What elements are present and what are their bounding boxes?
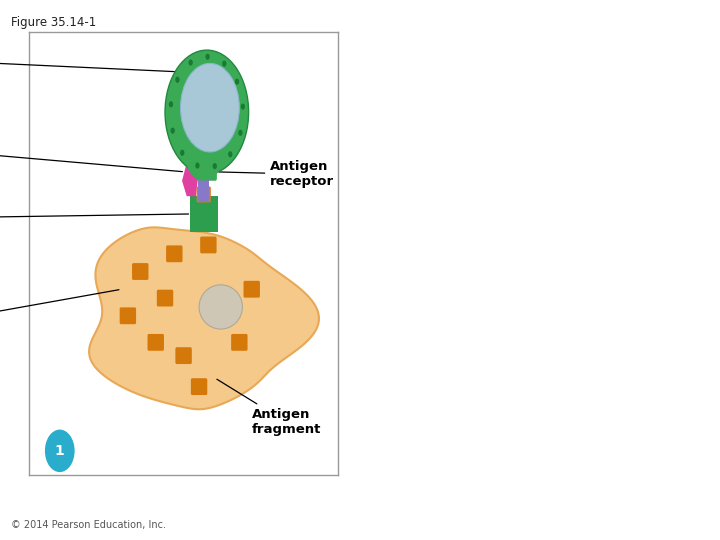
Polygon shape bbox=[89, 227, 319, 409]
Text: Infected
cell: Infected cell bbox=[0, 290, 119, 343]
Circle shape bbox=[171, 127, 175, 134]
Text: Figure 35.14-1: Figure 35.14-1 bbox=[11, 16, 96, 29]
Circle shape bbox=[180, 150, 184, 156]
FancyBboxPatch shape bbox=[157, 289, 174, 307]
Circle shape bbox=[168, 101, 173, 107]
Ellipse shape bbox=[181, 63, 239, 152]
Text: 1: 1 bbox=[55, 444, 65, 458]
Ellipse shape bbox=[165, 50, 248, 174]
FancyBboxPatch shape bbox=[191, 378, 207, 395]
FancyBboxPatch shape bbox=[198, 177, 209, 202]
FancyBboxPatch shape bbox=[200, 237, 217, 253]
Text: Accessory
protein: Accessory protein bbox=[0, 133, 182, 172]
FancyBboxPatch shape bbox=[190, 196, 217, 232]
Circle shape bbox=[228, 151, 233, 157]
Text: Cytotoxic
T cell: Cytotoxic T cell bbox=[0, 45, 186, 73]
Text: Antigen
fragment: Antigen fragment bbox=[217, 379, 321, 436]
Text: Class I
MHC
molecule: Class I MHC molecule bbox=[0, 197, 189, 240]
Circle shape bbox=[205, 53, 210, 60]
FancyBboxPatch shape bbox=[132, 263, 148, 280]
Circle shape bbox=[195, 163, 199, 168]
Circle shape bbox=[222, 60, 227, 67]
Circle shape bbox=[238, 130, 243, 136]
FancyBboxPatch shape bbox=[176, 347, 192, 364]
FancyBboxPatch shape bbox=[166, 245, 182, 262]
Circle shape bbox=[212, 163, 217, 169]
FancyBboxPatch shape bbox=[243, 281, 260, 298]
Text: Antigen
receptor: Antigen receptor bbox=[219, 160, 334, 188]
Circle shape bbox=[240, 104, 245, 110]
Text: © 2014 Pearson Education, Inc.: © 2014 Pearson Education, Inc. bbox=[11, 520, 166, 530]
Circle shape bbox=[45, 430, 75, 472]
FancyBboxPatch shape bbox=[231, 334, 248, 351]
Circle shape bbox=[189, 59, 193, 66]
Polygon shape bbox=[182, 159, 198, 196]
Circle shape bbox=[235, 78, 239, 85]
FancyBboxPatch shape bbox=[120, 307, 136, 324]
FancyBboxPatch shape bbox=[197, 186, 211, 202]
FancyBboxPatch shape bbox=[197, 145, 217, 181]
FancyBboxPatch shape bbox=[148, 334, 164, 351]
Circle shape bbox=[175, 77, 179, 83]
Ellipse shape bbox=[199, 285, 243, 329]
Ellipse shape bbox=[186, 141, 221, 181]
